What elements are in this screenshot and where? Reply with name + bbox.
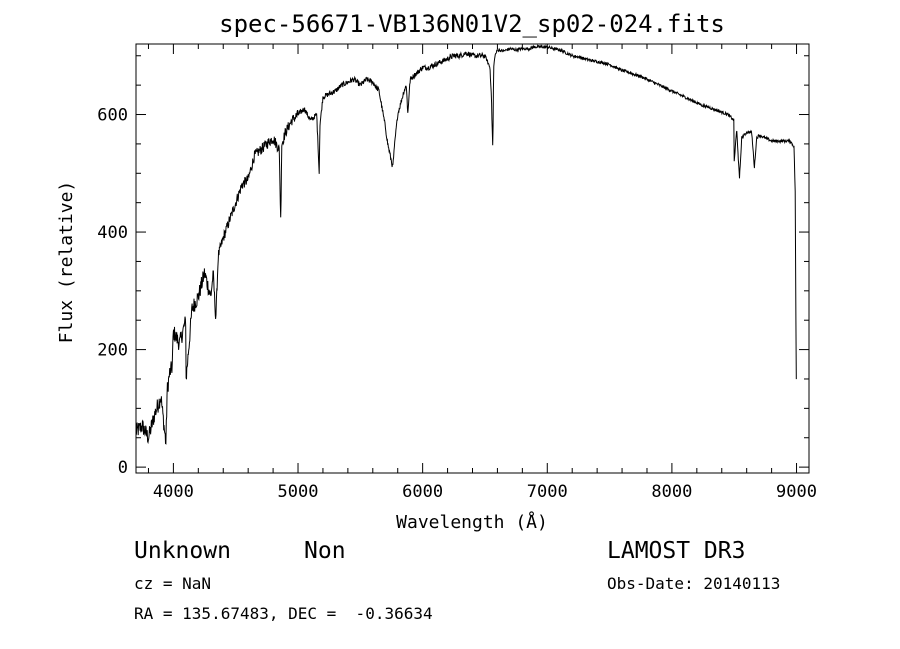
- x-tick-label: 6000: [402, 482, 443, 502]
- chart-title: spec-56671-VB136N01V2_sp02-024.fits: [219, 10, 725, 38]
- obs-date: Obs-Date: 20140113: [607, 574, 781, 593]
- axis-ticks: [136, 44, 809, 473]
- subclass-label: Non: [304, 538, 346, 564]
- redshift-value: cz = NaN: [134, 574, 212, 593]
- y-tick-label: 600: [97, 106, 128, 126]
- x-tick-label: 5000: [278, 482, 319, 502]
- y-tick-label: 400: [97, 223, 128, 243]
- x-tick-label: 7000: [527, 482, 568, 502]
- y-tick-label: 0: [118, 458, 128, 478]
- x-tick-label: 4000: [153, 482, 194, 502]
- y-axis-label: Flux (relative): [56, 181, 77, 344]
- spectrum-line: [135, 43, 797, 445]
- y-tick-label: 200: [97, 341, 128, 361]
- x-axis-label: Wavelength (Å): [396, 511, 548, 533]
- coordinates: RA = 135.67483, DEC = -0.36634: [134, 604, 433, 623]
- x-tick-label: 9000: [776, 482, 817, 502]
- survey-label: LAMOST DR3: [607, 538, 746, 564]
- axis-tick-labels: 4000 5000 6000 7000 8000 9000 0 200 400 600: [97, 106, 817, 502]
- class-label: Unknown: [134, 538, 231, 564]
- plot-frame: [135, 43, 810, 474]
- x-tick-label: 8000: [651, 482, 692, 502]
